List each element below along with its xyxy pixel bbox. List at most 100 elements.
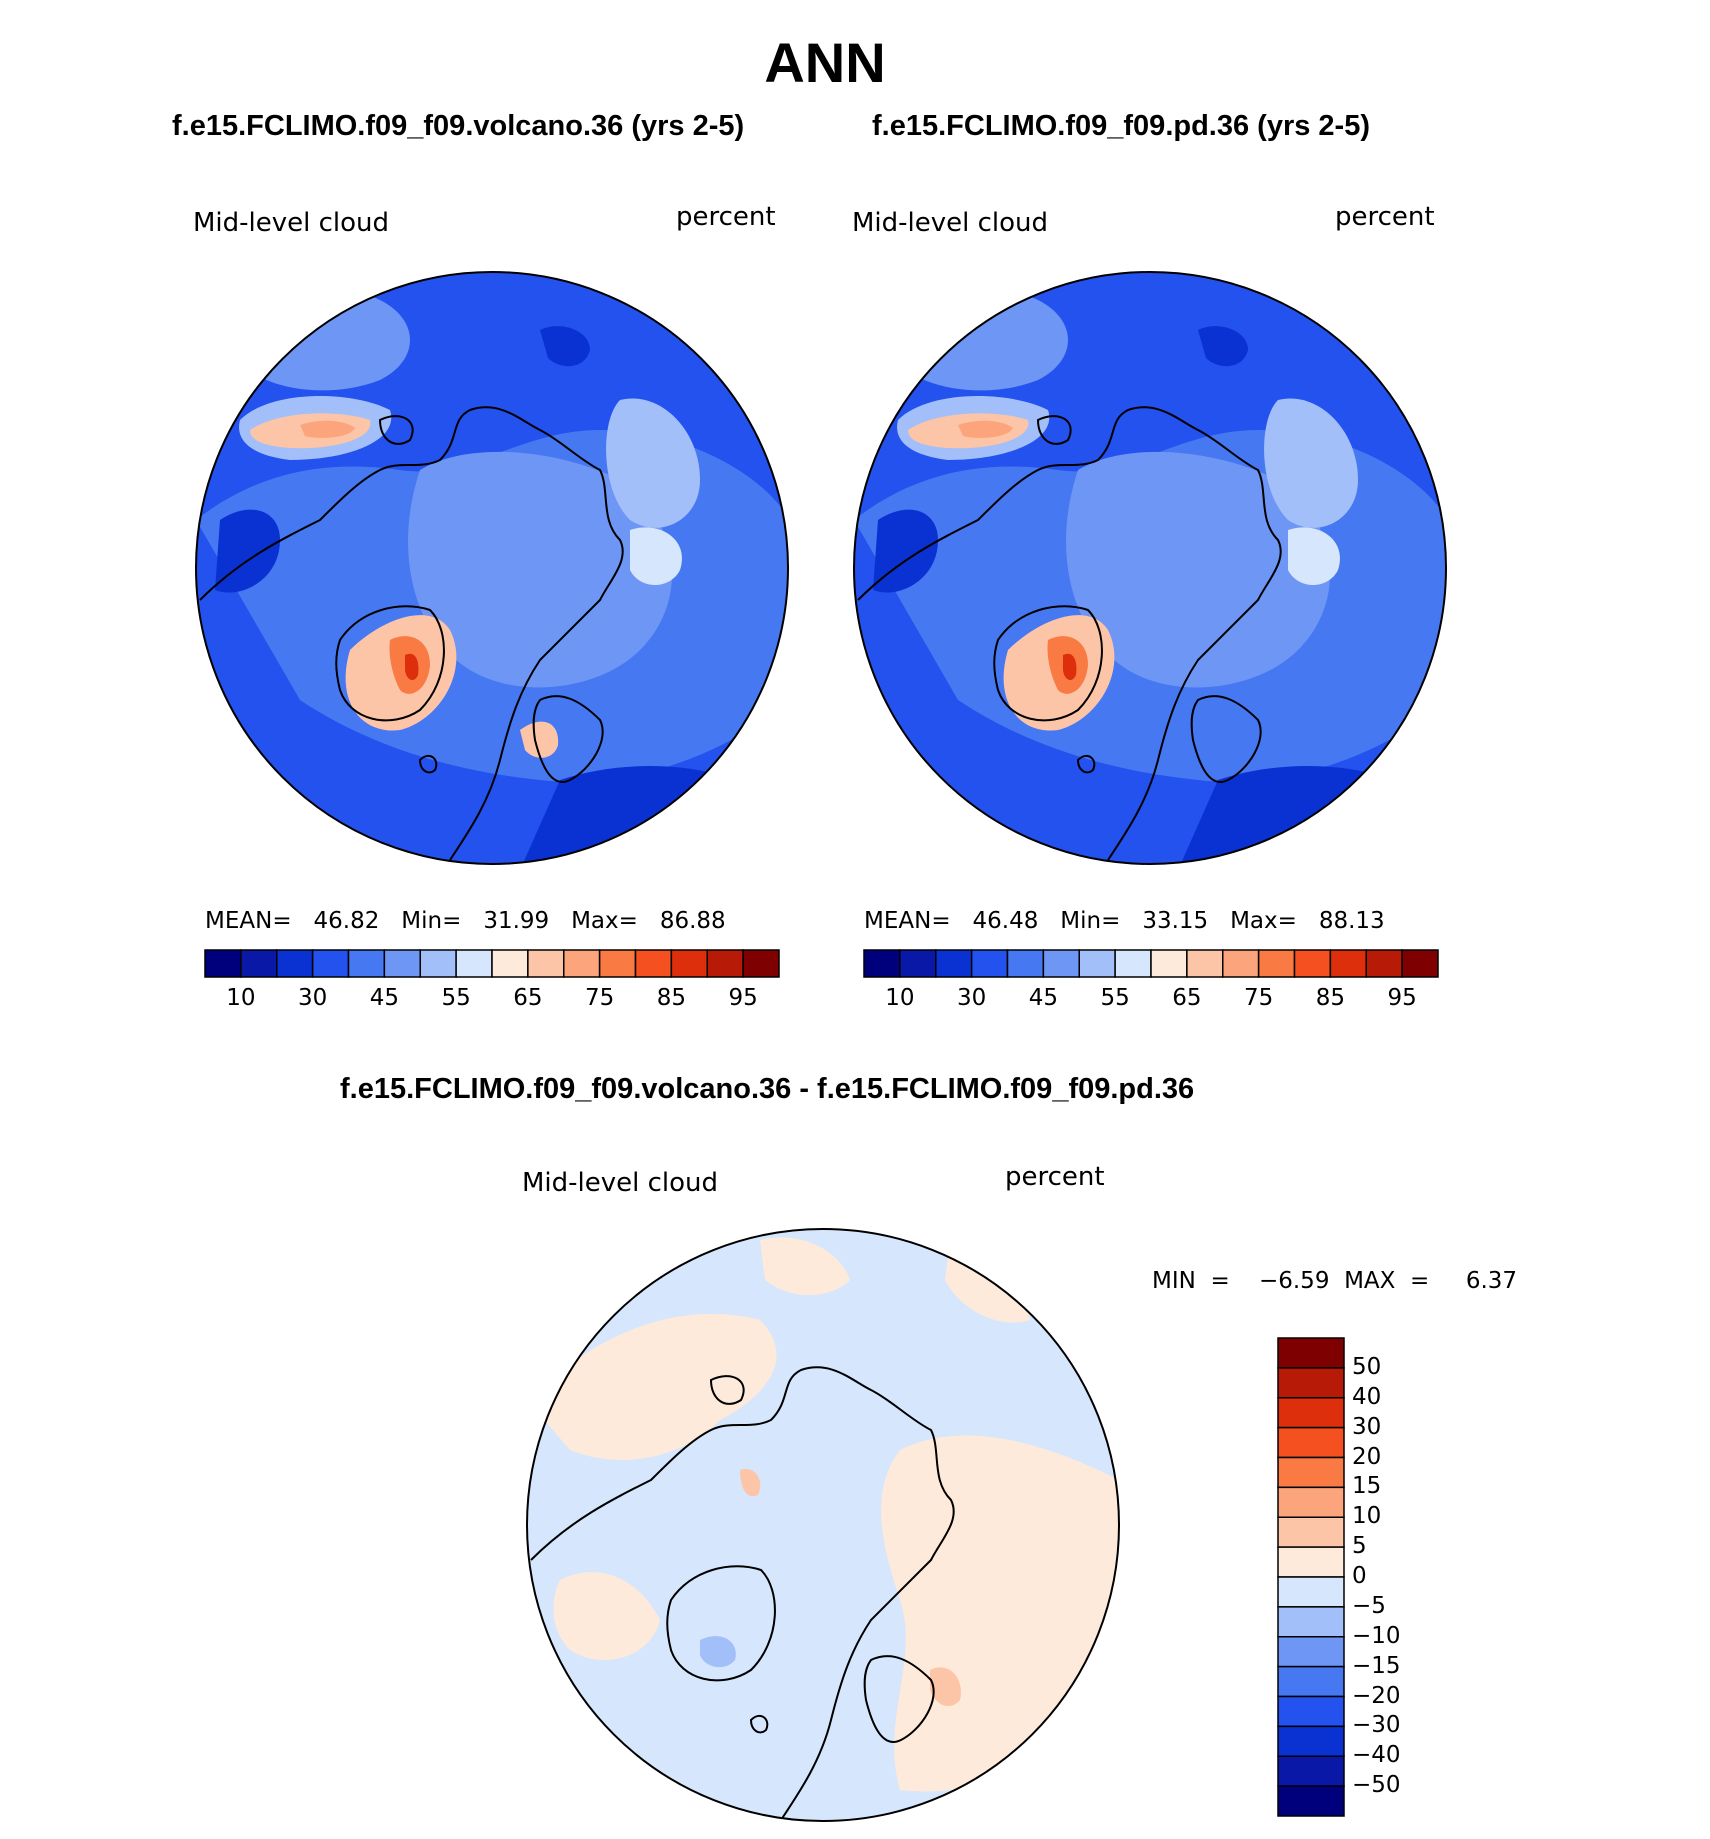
map-pd-border xyxy=(853,271,1447,865)
colorbar-swatch xyxy=(1277,1785,1345,1817)
colorbar-swatch xyxy=(1222,949,1260,978)
colorbar-swatch xyxy=(935,949,973,978)
colorbar-swatch xyxy=(1277,1546,1345,1578)
colorbar-swatch xyxy=(311,949,350,978)
colorbar-tick-label: −50 xyxy=(1352,1772,1401,1799)
colorbar-tick-label: 10 xyxy=(1352,1503,1382,1530)
colorbar-swatch xyxy=(863,949,901,978)
colorbar-tick-label: 65 xyxy=(513,985,543,1011)
variable-label-pd: Mid-level cloud xyxy=(852,208,1049,238)
colorbar-swatch xyxy=(598,949,637,978)
difference-title: f.e15.FCLIMO.f09_f09.volcano.36 - f.e15.… xyxy=(340,1073,1195,1105)
colorbar-tick-label: 65 xyxy=(1172,985,1202,1011)
coastlines-volcano xyxy=(199,406,624,861)
colorbar-swatch xyxy=(240,949,278,978)
variable-label-diff: Mid-level cloud xyxy=(522,1168,719,1198)
colorbar-swatch xyxy=(1150,949,1188,978)
colorbar-tick-label: −15 xyxy=(1352,1652,1401,1679)
colorbar-swatch xyxy=(1277,1636,1345,1668)
units-label-pd: percent xyxy=(1335,202,1435,232)
colorbar-swatch xyxy=(670,949,708,978)
colorbar-swatch xyxy=(899,949,937,978)
coastlines-difference xyxy=(530,1366,955,1821)
colorbar-swatch xyxy=(1277,1426,1345,1459)
colorbar-tick-label: 0 xyxy=(1352,1563,1367,1589)
colorbar-tick-label: −5 xyxy=(1352,1592,1386,1619)
colorbar-swatch xyxy=(1277,1665,1345,1698)
colorbar-tick-label: 55 xyxy=(1100,985,1130,1011)
colorbar-swatch xyxy=(204,949,242,978)
stats-pd: MEAN= 46.48 Min= 33.15 Max= 88.13 xyxy=(864,908,1385,934)
colorbar-swatch xyxy=(563,949,601,978)
panel-title-pd: f.e15.FCLIMO.f09_f09.pd.36 (yrs 2-5) xyxy=(872,110,1370,142)
colorbar-swatch xyxy=(1277,1337,1345,1369)
colorbar-tick-label: 85 xyxy=(1315,985,1346,1011)
colorbar-pd xyxy=(863,949,1439,978)
coastlines-pd xyxy=(857,406,1282,861)
colorbar-tick-label: 55 xyxy=(441,985,471,1011)
colorbar-swatch xyxy=(347,949,386,978)
colorbar-swatch xyxy=(1401,949,1439,978)
colorbar-tick-label: 30 xyxy=(1352,1413,1382,1440)
stats-volcano: MEAN= 46.82 Min= 31.99 Max= 86.88 xyxy=(205,908,726,934)
colorbar-swatch xyxy=(1186,949,1224,978)
colorbar-swatch xyxy=(419,949,457,978)
colorbar-swatch xyxy=(1257,949,1296,978)
colorbar-tick-label: 40 xyxy=(1352,1383,1382,1410)
panel-title-volcano: f.e15.FCLIMO.f09_f09.volcano.36 (yrs 2-5… xyxy=(172,110,745,142)
colorbar-tick-label: 10 xyxy=(226,985,256,1011)
map-difference xyxy=(527,1229,1119,1821)
colorbar-tick-label: 45 xyxy=(1028,985,1059,1011)
colorbar-tick-label: −20 xyxy=(1352,1682,1401,1709)
colorbar-swatch xyxy=(276,949,314,978)
map-volcano xyxy=(196,272,788,864)
colorbar-volcano xyxy=(204,949,780,978)
variable-label-volcano: Mid-level cloud xyxy=(193,208,390,238)
colorbar-swatch xyxy=(383,949,421,978)
units-label-diff: percent xyxy=(1005,1162,1105,1192)
colorbar-swatch xyxy=(1277,1755,1345,1787)
colorbar-swatch xyxy=(1277,1725,1345,1757)
colorbar-tick-label: 10 xyxy=(885,985,915,1011)
colorbar-tick-label: 75 xyxy=(584,985,615,1011)
colorbar-tick-label: 20 xyxy=(1352,1443,1382,1470)
colorbar-tick-label: 85 xyxy=(656,985,687,1011)
colorbar-swatch xyxy=(1042,949,1080,978)
colorbar-swatch xyxy=(970,949,1009,978)
colorbar-tick-label: 45 xyxy=(369,985,400,1011)
colorbar-tick-label: 30 xyxy=(956,985,987,1011)
colorbar-swatch xyxy=(1365,949,1403,978)
colorbar-swatch xyxy=(1277,1367,1345,1399)
colorbar-difference xyxy=(1277,1337,1345,1817)
colorbar-tick-label: 95 xyxy=(1387,985,1417,1011)
colorbar-swatch xyxy=(634,949,673,978)
colorbar-swatch xyxy=(706,949,744,978)
colorbar-swatch xyxy=(1277,1486,1345,1518)
colorbar-tick-label: 30 xyxy=(297,985,328,1011)
colorbar-swatch xyxy=(1114,949,1152,978)
colorbar-swatch xyxy=(1277,1516,1345,1548)
colorbar-swatch xyxy=(1277,1397,1345,1429)
colorbar-tick-label: 95 xyxy=(728,985,758,1011)
colorbar-swatch xyxy=(455,949,493,978)
colorbar-tick-label: 5 xyxy=(1352,1533,1367,1560)
colorbar-tick-label: 50 xyxy=(1352,1353,1382,1380)
map-volcano-border xyxy=(195,271,789,865)
colorbar-swatch xyxy=(1006,949,1045,978)
colorbar-swatch xyxy=(1329,949,1367,978)
colorbar-swatch xyxy=(1277,1695,1345,1728)
stats-diff: MIN = −6.59 MAX = 6.37 xyxy=(1152,1268,1518,1294)
main-title: ANN xyxy=(764,31,886,94)
units-label-volcano: percent xyxy=(676,202,776,232)
colorbar-tick-label: 15 xyxy=(1352,1473,1382,1500)
colorbar-tick-label: −40 xyxy=(1352,1742,1401,1769)
colorbar-swatch xyxy=(1277,1606,1345,1638)
colorbar-tick-label: 75 xyxy=(1243,985,1274,1011)
colorbar-swatch xyxy=(491,949,529,978)
colorbar-swatch xyxy=(527,949,565,978)
colorbar-swatch xyxy=(742,949,780,978)
colorbar-tick-label: −30 xyxy=(1352,1712,1401,1739)
colorbar-swatch xyxy=(1277,1576,1345,1608)
map-difference-border xyxy=(526,1228,1120,1822)
colorbar-swatch xyxy=(1078,949,1116,978)
